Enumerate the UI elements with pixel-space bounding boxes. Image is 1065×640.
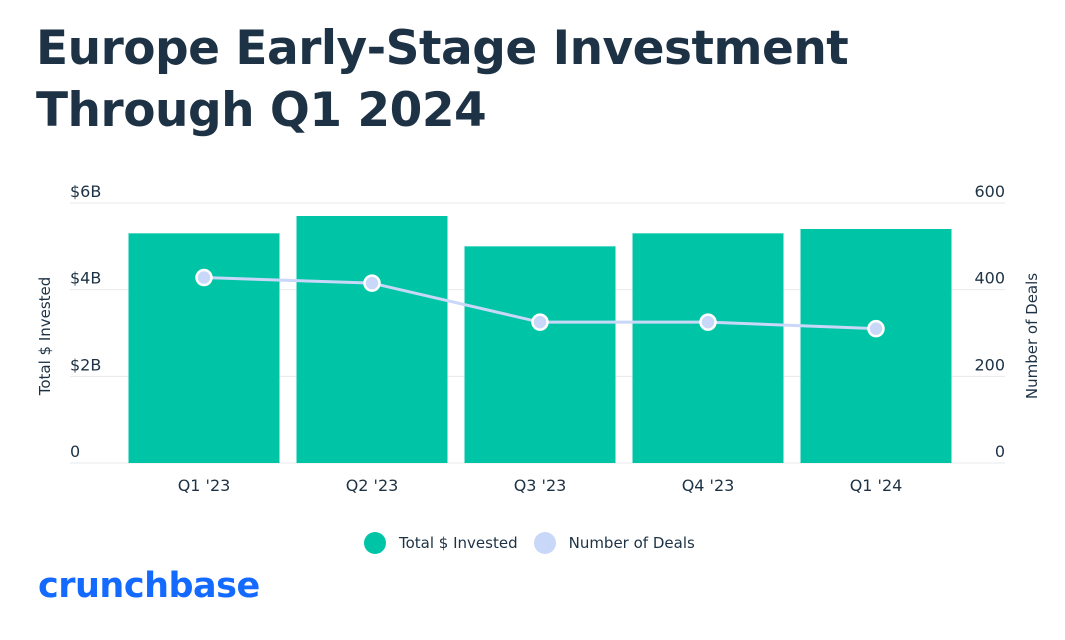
bar — [464, 246, 616, 463]
y-right-tick-label: 600 — [974, 182, 1005, 201]
legend-label-invested: Total $ Invested — [399, 534, 518, 552]
deals-point — [867, 319, 885, 338]
legend: Total $ Invested Number of Deals — [364, 532, 711, 554]
bar — [632, 233, 784, 463]
bar — [800, 229, 952, 463]
deals-point — [531, 313, 549, 331]
deals-point — [699, 313, 717, 331]
chart-title: Europe Early-Stage Investment Through Q1… — [36, 21, 849, 138]
deals-point — [363, 274, 381, 292]
legend-item-invested[interactable]: Total $ Invested — [364, 532, 518, 554]
y-left-axis-title: Total $ Invested — [36, 277, 54, 397]
y-right-tick-label: 200 — [974, 355, 1005, 374]
x-tick-label: Q2 '23 — [346, 476, 399, 495]
legend-item-deals[interactable]: Number of Deals — [533, 532, 695, 554]
bar — [296, 216, 448, 463]
legend-swatch-invested — [364, 532, 386, 554]
x-tick-label: Q1 '23 — [178, 476, 231, 495]
y-left-tick-label: $6B — [70, 182, 101, 201]
x-tick-label: Q3 '23 — [514, 476, 567, 495]
bar — [128, 233, 280, 463]
y-left-tick-label: $2B — [70, 355, 101, 374]
y-left-tick-label: $4B — [70, 269, 101, 288]
x-tick-label: Q1 '24 — [850, 476, 903, 495]
legend-swatch-deals — [533, 532, 556, 554]
y-right-tick-label: 400 — [974, 269, 1005, 288]
chart-area: 0 $2B $4B $6B 0 200 400 600 Total $ Invested Numb… — [36, 182, 1041, 495]
y-left-tick-label: 0 — [70, 442, 80, 461]
x-tick-label: Q4 '23 — [682, 476, 735, 495]
y-right-axis-title: Number of Deals — [1023, 273, 1041, 399]
crunchbase-logo: crunchbase — [38, 566, 260, 606]
legend-label-deals: Number of Deals — [568, 534, 695, 552]
deals-point — [195, 268, 213, 287]
y-right-tick-label: 0 — [995, 442, 1005, 461]
